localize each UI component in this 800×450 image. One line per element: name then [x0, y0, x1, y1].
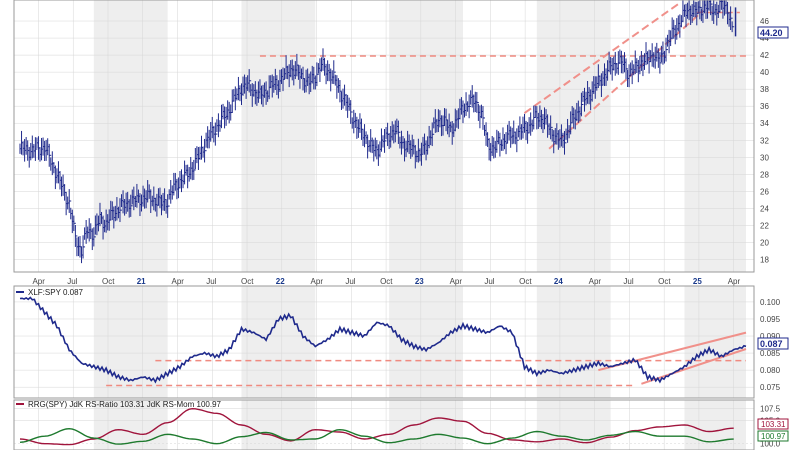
x-tick-label: 24: [554, 277, 563, 286]
rrg-series: [19, 407, 734, 446]
x-tick-label: Oct: [658, 277, 671, 286]
rs-mom-current-value-badge: 100.97: [757, 430, 789, 442]
year-band: [536, 286, 611, 398]
price-y-tick-label: 20: [760, 238, 769, 247]
ratio-line: [19, 296, 747, 384]
price-y-tick-label: 18: [760, 255, 769, 264]
ratio-y-tick-label: 0.095: [760, 315, 781, 324]
year-band: [684, 400, 746, 450]
price-y-tick-label: 42: [760, 51, 769, 60]
ratio-y-tick-label: 0.085: [760, 349, 781, 358]
ratio-y-tick-label: 0.075: [760, 383, 781, 392]
xlf-spy-ratio-series: [19, 296, 747, 384]
year-band: [536, 400, 611, 450]
x-tick-label: Apr: [172, 277, 185, 286]
ratio-legend-label: XLF:SPY 0.087: [28, 288, 84, 297]
x-tick-label: Jul: [206, 277, 216, 286]
rrg-y-tick-label: 100.0: [760, 440, 781, 449]
year-band: [241, 0, 316, 272]
ratio-y-tick-label: 0.090: [760, 332, 781, 341]
x-tick-label: Oct: [380, 277, 393, 286]
grid-lines: [14, 0, 754, 450]
price-y-tick-label: 38: [760, 85, 769, 94]
panel-borders: [13, 0, 755, 450]
x-tick-label: Jul: [345, 277, 355, 286]
x-tick-label: Apr: [589, 277, 602, 286]
x-tick-label: 23: [415, 277, 424, 286]
panel-border: [13, 285, 755, 399]
x-tick-label: 25: [693, 277, 702, 286]
x-tick-label: Jul: [67, 277, 77, 286]
price-y-tick-label: 30: [760, 153, 769, 162]
ratio-current-value-badge: 0.087: [757, 337, 789, 350]
year-band: [684, 286, 746, 398]
rrg-y-tick-label: 107.5: [760, 405, 781, 414]
ratio-channel-lower: [641, 348, 747, 385]
x-tick-label: Jul: [623, 277, 633, 286]
year-band: [684, 0, 746, 272]
year-band: [536, 0, 611, 272]
year-band: [389, 286, 463, 398]
x-tick-label: Apr: [32, 277, 45, 286]
rs-ratio-current-value-badge: 103.31: [757, 418, 789, 430]
price-y-tick-label: 22: [760, 221, 769, 230]
channel-upper-line: [523, 3, 679, 114]
price-y-tick-label: 44: [760, 34, 769, 43]
price-y-tick-label: 34: [760, 119, 769, 128]
price-y-tick-label: 36: [760, 102, 769, 111]
x-tick-label: Oct: [519, 277, 532, 286]
ratio-legend: XLF:SPY 0.087: [16, 288, 84, 297]
price-y-tick-label: 24: [760, 204, 769, 213]
ratio-y-tick-label: 0.100: [760, 298, 781, 307]
time-period-bands: [93, 0, 746, 450]
panel-border: [13, 0, 755, 273]
x-tick-label: 21: [137, 277, 146, 286]
price-current-value: 44.20: [760, 28, 783, 38]
panel-border: [13, 399, 755, 450]
price-current-value-badge: 44.20: [757, 26, 789, 39]
ratio-current-value: 0.087: [760, 339, 783, 349]
price-y-tick-label: 32: [760, 136, 769, 145]
ratio-y-tick-label: 0.080: [760, 366, 781, 375]
trend-annotations: [106, 3, 747, 387]
rs-mom-line: [19, 427, 734, 445]
rs-mom-current-value: 100.97: [761, 432, 786, 441]
rs-ratio-line: [19, 407, 734, 446]
x-tick-label: Apr: [728, 277, 741, 286]
price-y-tick-label: 46: [760, 17, 769, 26]
price-y-tick-label: 28: [760, 170, 769, 179]
channel-lower-line: [548, 10, 704, 150]
x-tick-label: 22: [276, 277, 285, 286]
year-band: [389, 400, 463, 450]
price-y-tick-label: 40: [760, 68, 769, 77]
x-tick-label: Jul: [484, 277, 494, 286]
x-tick-label: Apr: [450, 277, 463, 286]
rrg-legend: RRG(SPY) JdK RS-Ratio 103.31 JdK RS-Mom …: [16, 400, 222, 409]
x-tick-label: Apr: [311, 277, 324, 286]
price-series: [19, 0, 737, 264]
price-y-tick-label: 26: [760, 187, 769, 196]
rs-ratio-current-value: 103.31: [761, 420, 786, 429]
x-tick-label: Oct: [241, 277, 254, 286]
year-band: [241, 286, 316, 398]
x-tick-label: Oct: [102, 277, 115, 286]
rrg-legend-label: RRG(SPY) JdK RS-Ratio 103.31 JdK RS-Mom …: [28, 400, 222, 409]
year-band: [241, 400, 316, 450]
